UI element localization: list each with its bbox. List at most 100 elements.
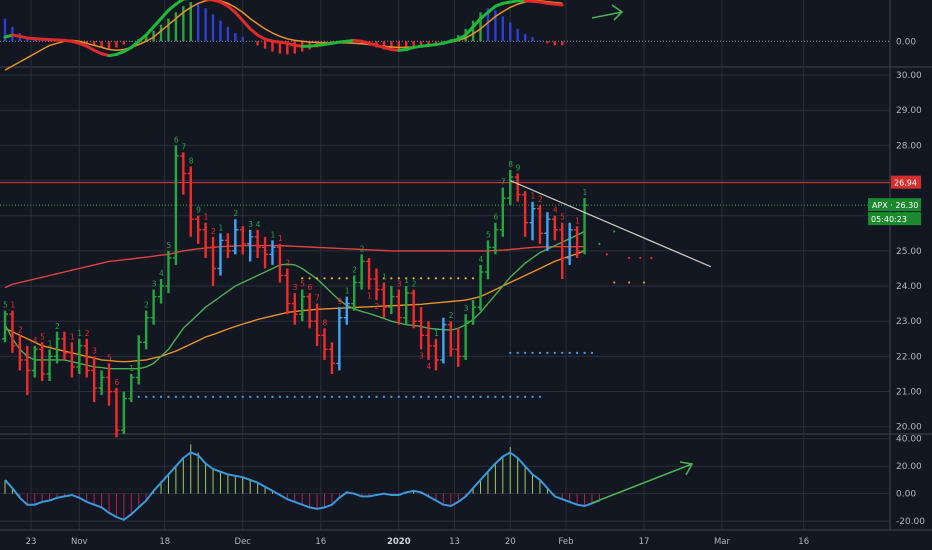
top-hist-bar: [234, 33, 237, 42]
top-oscillator-panel: [0, 0, 890, 71]
support-dot: [516, 395, 519, 398]
support-dot: [308, 277, 311, 280]
count-label: 1: [270, 230, 275, 239]
count-label: 5: [3, 301, 8, 310]
projection-dot: [613, 281, 616, 284]
support-dot: [323, 395, 326, 398]
time-tick-label: 23: [26, 537, 37, 547]
count-label: 1: [48, 339, 53, 348]
countdown-label: 05:40:23: [871, 215, 907, 224]
trendline: [509, 179, 712, 268]
count-label: 1: [10, 301, 15, 310]
support-dot: [449, 395, 452, 398]
projection-dot: [650, 256, 653, 260]
top-hist-bar: [397, 41, 400, 50]
support-dot: [405, 277, 408, 280]
time-tick-label: Feb: [558, 537, 573, 547]
support-dot: [412, 277, 415, 280]
count-label: 5: [107, 353, 112, 362]
count-label: 1: [204, 213, 209, 222]
top-hist-bar: [486, 8, 490, 42]
time-tick-label: 18: [159, 537, 170, 547]
bottom-tick-label: 40.00: [896, 435, 922, 445]
time-tick-label: 17: [639, 537, 650, 547]
top-fast-line-segment: [553, 2, 564, 7]
count-label: 2: [285, 258, 290, 267]
top-hist-bar: [412, 41, 415, 47]
count-label: 7: [315, 294, 320, 303]
count-label: 5: [486, 230, 491, 239]
top-hist-bar: [241, 37, 244, 42]
support-dot: [323, 277, 326, 280]
support-dot: [590, 351, 594, 354]
price-tick-label: 29.00: [896, 106, 922, 116]
time-tick-label: Nov: [71, 537, 88, 547]
count-label: 3: [397, 280, 402, 289]
support-dot: [226, 395, 229, 398]
support-dot: [434, 395, 438, 398]
top-hist-bar: [286, 41, 289, 55]
top-fast-line-segment: [241, 19, 252, 31]
resistance-price-tag: [891, 175, 921, 189]
countdown-tag: [868, 212, 921, 226]
price-axis[interactable]: 30.0029.0028.0027.0026.0025.0024.0023.00…: [868, 37, 925, 527]
support-dot: [345, 277, 348, 280]
support-dot: [249, 395, 252, 398]
top-fast-line-segment: [233, 10, 245, 23]
top-hist-bar: [115, 41, 118, 48]
top-arrow-annotation: [591, 4, 624, 21]
top-hist-bar: [248, 41, 252, 42]
support-dot: [278, 395, 282, 398]
top-hist-bar: [494, 10, 497, 42]
support-dot: [524, 395, 527, 398]
price-tick-label: 20.00: [896, 423, 922, 433]
count-label: 1: [531, 192, 536, 201]
top-fast-line-segment: [152, 17, 163, 29]
count-label: 7: [181, 142, 186, 151]
last-price-tag: [868, 198, 921, 212]
top-hist-bar: [278, 41, 282, 54]
count-label: 1: [278, 234, 283, 243]
top-hist-bar: [427, 41, 430, 45]
count-label: 5: [560, 213, 565, 222]
top-hist-bar: [546, 41, 549, 44]
support-dot: [174, 395, 177, 398]
support-dot: [219, 395, 222, 398]
support-dot: [442, 277, 445, 280]
support-dot: [576, 351, 579, 354]
top-fast-line-segment: [144, 25, 156, 37]
top-slow-line: [4, 0, 563, 71]
price-tick-label: 22.00: [896, 352, 922, 362]
top-fast-line-segment: [174, 0, 185, 6]
time-axis[interactable]: 23 Nov 18 Dec 16 2020 13 20 Feb 17 Mar 16: [0, 529, 932, 547]
count-label: 7: [501, 178, 506, 187]
time-tick-label: 16: [315, 537, 326, 547]
support-dot: [561, 351, 564, 354]
top-hist-bar: [226, 26, 230, 42]
top-hist-bar: [107, 41, 111, 49]
support-dot: [308, 395, 311, 398]
bottom-tick-label: -20.00: [896, 517, 925, 527]
price-tick-label: 28.00: [896, 141, 922, 151]
top-fast-line-segment: [248, 27, 260, 37]
projection-dot: [613, 230, 616, 233]
top-fast-line-segment: [479, 10, 490, 21]
top-hist-bar: [159, 24, 163, 42]
count-label: 4: [256, 220, 261, 229]
count-label: 5: [300, 280, 305, 289]
support-dot: [263, 395, 267, 398]
time-tick-label: Dec: [235, 537, 252, 547]
time-tick-label: 16: [798, 537, 809, 547]
count-label: 2: [18, 325, 23, 334]
top-hist-bar: [189, 2, 192, 42]
support-dot: [509, 351, 512, 354]
top-hist-bar: [561, 41, 564, 46]
count-label: 1: [70, 332, 75, 341]
ma-green-line: [4, 230, 585, 370]
support-dot: [382, 395, 386, 398]
count-label: 3: [248, 220, 253, 229]
top-hist-bar: [167, 18, 170, 42]
count-label: 2: [360, 244, 365, 253]
count-label: 3: [293, 283, 298, 292]
